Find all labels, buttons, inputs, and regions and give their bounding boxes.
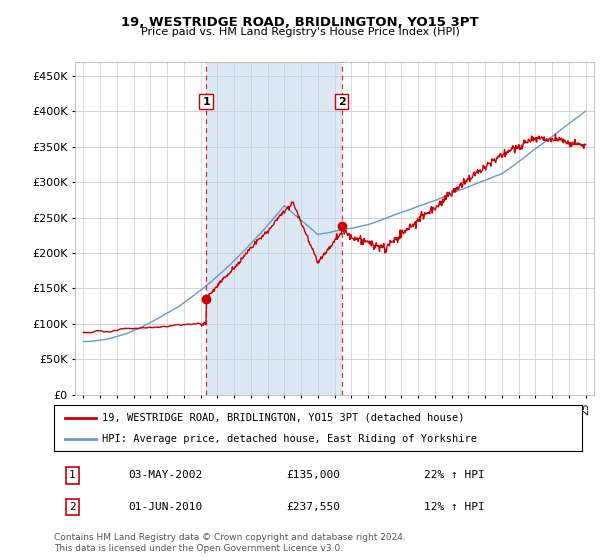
- Text: £135,000: £135,000: [286, 470, 340, 480]
- Text: 19, WESTRIDGE ROAD, BRIDLINGTON, YO15 3PT: 19, WESTRIDGE ROAD, BRIDLINGTON, YO15 3P…: [121, 16, 479, 29]
- Text: Price paid vs. HM Land Registry's House Price Index (HPI): Price paid vs. HM Land Registry's House …: [140, 27, 460, 37]
- Bar: [206, 62, 341, 395]
- Text: 2: 2: [69, 502, 76, 512]
- Text: £237,550: £237,550: [286, 502, 340, 512]
- Text: 1: 1: [202, 96, 210, 106]
- Text: 2: 2: [338, 96, 346, 106]
- Text: Contains HM Land Registry data © Crown copyright and database right 2024.
This d: Contains HM Land Registry data © Crown c…: [54, 533, 406, 553]
- Text: 19, WESTRIDGE ROAD, BRIDLINGTON, YO15 3PT (detached house): 19, WESTRIDGE ROAD, BRIDLINGTON, YO15 3P…: [101, 413, 464, 423]
- Text: 22% ↑ HPI: 22% ↑ HPI: [424, 470, 484, 480]
- Text: 1: 1: [69, 470, 76, 480]
- Text: 03-MAY-2002: 03-MAY-2002: [128, 470, 202, 480]
- Text: 12% ↑ HPI: 12% ↑ HPI: [424, 502, 484, 512]
- Text: 01-JUN-2010: 01-JUN-2010: [128, 502, 202, 512]
- Text: HPI: Average price, detached house, East Riding of Yorkshire: HPI: Average price, detached house, East…: [101, 435, 476, 444]
